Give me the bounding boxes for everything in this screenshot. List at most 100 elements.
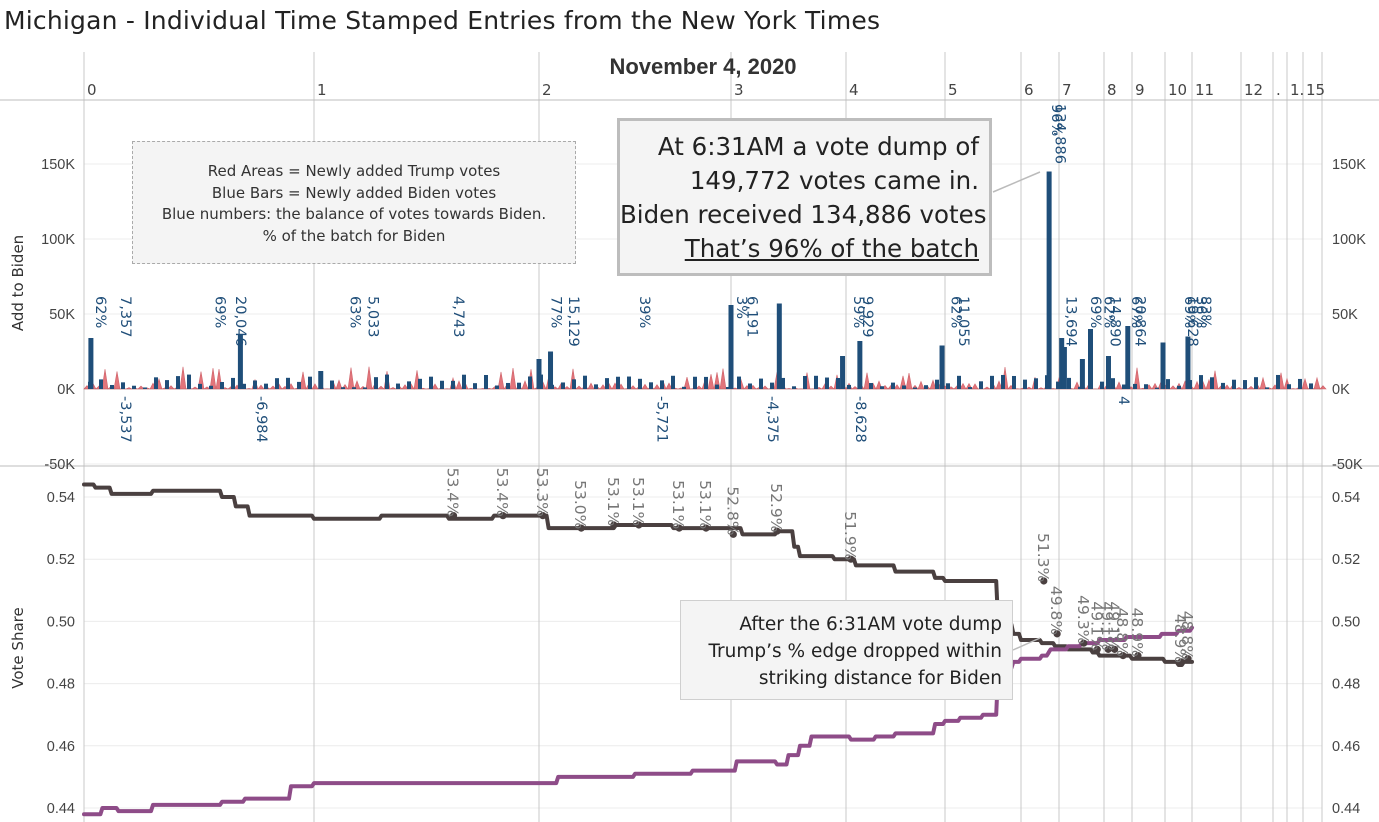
bar-label-1: 7,357	[117, 296, 133, 338]
vote-dump-callout: At 6:31AM a vote dump of 149,772 votes c…	[617, 118, 992, 276]
biden-small-bar	[1001, 374, 1005, 389]
biden-small-bar	[880, 386, 884, 389]
biden-small-bar	[924, 385, 928, 389]
bar-label-28: 20,864	[1132, 296, 1148, 347]
bar-label-23: 13,694	[1062, 296, 1078, 347]
trump-marker-3	[577, 524, 585, 532]
biden-small-bar	[385, 374, 389, 389]
biden-bar-8	[857, 341, 863, 389]
biden-small-bar	[495, 385, 499, 389]
legend-line-1: Red Areas = Newly added Trump votes	[207, 162, 501, 180]
bar-label-29: 69%	[1181, 296, 1197, 328]
biden-small-bar	[1309, 383, 1313, 389]
trump-marker-9	[773, 527, 781, 535]
biden-small-bar	[517, 382, 521, 389]
share-label-4: 53.1%	[604, 477, 622, 526]
bar-ytick-left-2: 50K	[49, 307, 75, 323]
edge-pointer	[1012, 637, 1041, 651]
biden-bar-11	[1059, 338, 1065, 389]
biden-small-bar	[176, 376, 180, 389]
biden-small-bar	[869, 383, 873, 389]
share-label-12: 49.8%	[1047, 586, 1065, 635]
bar-label-14: 6,191	[744, 296, 760, 338]
biden-bar-7	[840, 356, 846, 389]
line-ytick-right-3: 0.48	[1332, 677, 1360, 693]
biden-bar-15	[1105, 356, 1111, 389]
biden-small-bar	[1243, 380, 1247, 389]
biden-small-bar	[759, 378, 763, 389]
x-tick-7: 7	[1062, 81, 1072, 99]
bar-ytick-left-4: -50K	[44, 457, 75, 473]
biden-small-bar	[814, 375, 818, 389]
line-ytick-left-2: 0.50	[47, 614, 75, 630]
biden-small-bar	[132, 385, 136, 389]
bar-label-0: 62%	[92, 296, 108, 328]
line-ytick-left-4: 0.46	[47, 739, 75, 755]
biden-bar-9	[939, 345, 945, 389]
biden-small-bar	[1177, 385, 1181, 389]
biden-small-bar	[968, 387, 972, 389]
biden-small-bar	[1210, 377, 1214, 389]
biden-small-bar	[583, 375, 587, 389]
bar-label-33: 4	[1115, 396, 1131, 405]
share-label-10: 51.9%	[841, 511, 859, 560]
legend-line-4: % of the batch for Biden	[262, 226, 446, 245]
trump-marker-15	[1104, 645, 1112, 653]
line-ytick-left-1: 0.52	[47, 552, 75, 568]
biden-small-bar	[770, 382, 774, 389]
callout-edge-line-2: Trump’s % edge dropped within	[708, 641, 1002, 662]
line-ytick-right-1: 0.52	[1332, 552, 1360, 568]
bar-ytick-right-4: -50K	[1332, 457, 1363, 473]
biden-small-bar	[110, 384, 114, 389]
biden-small-bar	[660, 380, 664, 389]
bar-label-7: 5,033	[365, 296, 381, 338]
line-ytick-left-5: 0.44	[47, 801, 75, 817]
legend-box: Red Areas = Newly added Trump votes Blue…	[132, 141, 576, 264]
biden-small-bar	[275, 378, 279, 389]
share-label-5: 53.1%	[629, 477, 647, 526]
biden-bar-5	[728, 305, 734, 389]
biden-small-bar	[198, 383, 202, 389]
biden-bar-3	[536, 359, 542, 389]
bar-label-13: 3%	[733, 296, 749, 319]
biden-small-bar	[891, 382, 895, 389]
trump-marker-4	[610, 521, 618, 529]
biden-small-bar	[902, 385, 906, 389]
bar-label-15: -4,375	[764, 396, 780, 443]
x-tick-13: .	[1276, 81, 1281, 99]
callout-dump-line-4: That’s 96% of the batch	[684, 234, 979, 263]
biden-small-bar	[473, 383, 477, 389]
share-label-20: 48.8%	[1178, 611, 1196, 660]
trump-marker-18	[1134, 652, 1142, 660]
trump-marker-12	[1053, 630, 1061, 638]
line-ytick-left-0: 0.54	[47, 490, 75, 506]
callout-dump-line-1: At 6:31AM a vote dump of	[657, 132, 979, 161]
biden-small-bar	[1122, 384, 1126, 389]
biden-small-bar	[1155, 387, 1159, 389]
biden-small-bar	[979, 381, 983, 389]
trump-marker-13	[1080, 639, 1088, 647]
line-ytick-right-4: 0.46	[1332, 739, 1360, 755]
callout-edge-line-1: After the 6:31AM vote dump	[739, 614, 1002, 635]
biden-small-bar	[528, 376, 532, 389]
x-tick-0: 0	[87, 81, 97, 99]
biden-bar-10	[1046, 171, 1052, 389]
biden-small-bar	[1056, 381, 1060, 389]
biden-small-bar	[1133, 383, 1137, 389]
x-tick-4: 4	[849, 81, 859, 99]
dump-pointer	[992, 171, 1041, 193]
trump-marker-5	[635, 521, 643, 529]
biden-small-bar	[462, 374, 466, 389]
trump-marker-20	[1184, 655, 1192, 663]
biden-small-bar	[352, 387, 356, 389]
biden-small-bar	[1221, 382, 1225, 389]
biden-small-bar	[946, 383, 950, 389]
biden-small-bar	[286, 377, 290, 389]
bar-label-10: 15,129	[565, 296, 581, 347]
trump-marker-19	[1177, 658, 1185, 666]
biden-small-bar	[627, 376, 631, 389]
biden-small-bar	[803, 375, 807, 389]
biden-small-bar	[330, 380, 334, 389]
bar-label-12: -5,721	[653, 396, 669, 443]
